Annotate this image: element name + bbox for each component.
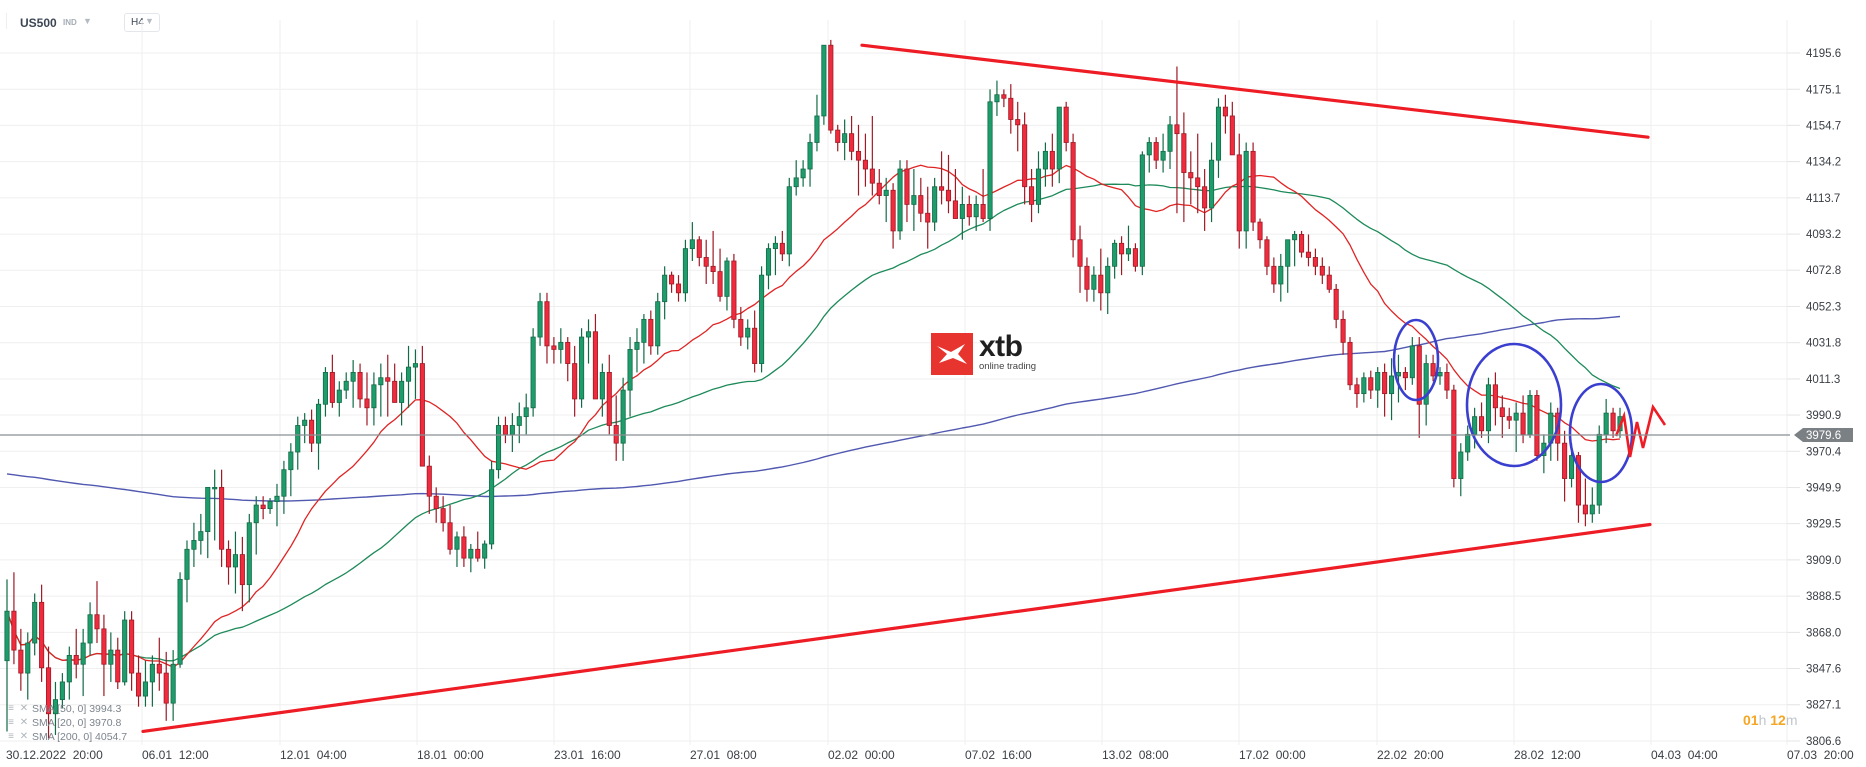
svg-text:17.02 00:00: 17.02 00:00 <box>1239 748 1306 762</box>
time-axis[interactable]: 30.12.2022 20:00 06.01 12:00 12.01 04:00 18… <box>6 748 1854 762</box>
legend-label: SMA [20, 0] 3970.8 <box>32 717 122 729</box>
legend-label: SMA [50, 0] 3994.3 <box>32 703 122 715</box>
svg-text:4011.3: 4011.3 <box>1806 374 1840 386</box>
svg-text:12.01 04:00: 12.01 04:00 <box>280 748 347 762</box>
sma200-line <box>6 315 1621 502</box>
symbol-label[interactable]: US500 <box>20 16 57 30</box>
svg-text:07.02 16:00: 07.02 16:00 <box>965 748 1032 762</box>
candle-countdown: 01h 12m <box>1743 712 1798 728</box>
svg-text:3888.5: 3888.5 <box>1806 591 1841 603</box>
close-icon[interactable]: ✕ <box>19 717 29 728</box>
chart-grid <box>0 20 1788 745</box>
svg-text:3827.1: 3827.1 <box>1806 700 1841 712</box>
indicator-legend: ≡ ✕ SMA [50, 0] 3994.3 ≡ ✕ SMA [20, 0] 3… <box>6 702 127 744</box>
logo-brand: xtb <box>979 330 1023 363</box>
sma50-line <box>6 183 1621 662</box>
close-icon[interactable]: ✕ <box>19 703 29 714</box>
countdown-minutes: 12 <box>1770 712 1786 728</box>
legend-row-sma50[interactable]: ≡ ✕ SMA [50, 0] 3994.3 <box>6 702 127 716</box>
price-axis[interactable]: 4195.6 4175.1 4154.7 4134.2 4113.7 4093.2 4072… <box>1787 48 1853 748</box>
annotations[interactable] <box>1392 318 1667 484</box>
svg-text:04.03 04:00: 04.03 04:00 <box>1651 748 1718 762</box>
svg-text:4031.8: 4031.8 <box>1806 338 1841 350</box>
svg-text:06.01 12:00: 06.01 12:00 <box>142 748 209 762</box>
sma20-line <box>6 164 1621 668</box>
svg-text:4113.7: 4113.7 <box>1806 193 1840 205</box>
svg-text:4052.3: 4052.3 <box>1806 301 1841 313</box>
svg-text:4134.2: 4134.2 <box>1806 157 1841 169</box>
svg-text:13.02 08:00: 13.02 08:00 <box>1102 748 1169 762</box>
svg-text:4175.1: 4175.1 <box>1806 84 1841 96</box>
svg-text:4195.6: 4195.6 <box>1806 48 1841 60</box>
settings-lines-icon[interactable]: ≡ <box>8 731 14 742</box>
svg-text:22.02 20:00: 22.02 20:00 <box>1377 748 1444 762</box>
symbol-dropdown-chevron-icon[interactable]: ▼ <box>83 16 92 26</box>
countdown-hours: 01 <box>1743 712 1759 728</box>
settings-lines-icon[interactable]: ≡ <box>8 717 14 728</box>
svg-text:23.01 16:00: 23.01 16:00 <box>554 748 621 762</box>
legend-row-sma20[interactable]: ≡ ✕ SMA [20, 0] 3970.8 <box>6 716 127 730</box>
svg-text:4093.2: 4093.2 <box>1806 229 1841 241</box>
svg-text:27.01 08:00: 27.01 08:00 <box>690 748 757 762</box>
svg-text:3868.0: 3868.0 <box>1806 627 1841 639</box>
logo-tagline: online trading <box>979 361 1037 372</box>
svg-text:3970.4: 3970.4 <box>1806 446 1842 458</box>
divider <box>6 13 7 29</box>
xtb-logo-mark-icon <box>931 333 973 375</box>
svg-text:3909.0: 3909.0 <box>1806 555 1841 567</box>
trendlines[interactable] <box>141 43 1652 734</box>
settings-lines-icon[interactable]: ≡ <box>8 703 14 714</box>
svg-text:3929.5: 3929.5 <box>1806 519 1841 531</box>
svg-text:18.01 00:00: 18.01 00:00 <box>417 748 484 762</box>
timeframe-label: H4 <box>131 17 144 28</box>
candlestick-series <box>4 39 1623 739</box>
symbol-type-badge: IND <box>63 18 77 27</box>
legend-row-sma200[interactable]: ≡ ✕ SMA [200, 0] 4054.7 <box>6 730 127 744</box>
countdown-hours-unit: h <box>1758 712 1767 728</box>
svg-text:4154.7: 4154.7 <box>1806 120 1841 132</box>
svg-text:07.03 20:00: 07.03 20:00 <box>1787 748 1854 762</box>
svg-text:3979.6: 3979.6 <box>1806 430 1841 442</box>
legend-label: SMA [200, 0] 4054.7 <box>32 731 128 743</box>
svg-text:30.12.2022 20:00: 30.12.2022 20:00 <box>6 748 103 762</box>
timeframe-chevron-down-icon: ▼ <box>145 16 154 26</box>
svg-text:3847.6: 3847.6 <box>1806 663 1841 675</box>
svg-text:3990.9: 3990.9 <box>1806 410 1841 422</box>
svg-text:4072.8: 4072.8 <box>1806 265 1841 277</box>
svg-text:3949.9: 3949.9 <box>1806 483 1841 495</box>
svg-text:02.02 00:00: 02.02 00:00 <box>828 748 895 762</box>
svg-text:3806.6: 3806.6 <box>1806 736 1841 748</box>
svg-text:28.02 12:00: 28.02 12:00 <box>1514 748 1581 762</box>
xtb-logo: xtb online trading <box>931 330 1037 375</box>
countdown-minutes-unit: m <box>1785 712 1798 728</box>
close-icon[interactable]: ✕ <box>19 731 29 742</box>
